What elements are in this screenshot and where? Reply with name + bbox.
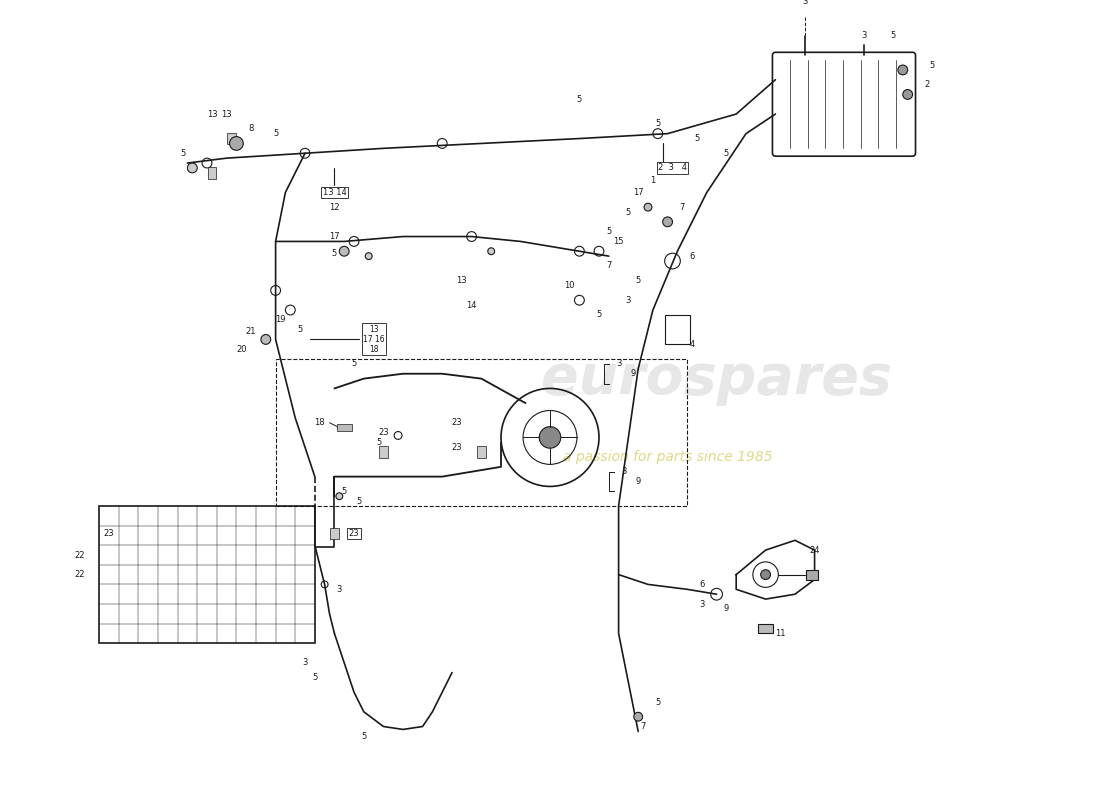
Text: 3: 3 [802, 0, 807, 6]
Text: 5: 5 [351, 359, 356, 369]
Bar [208, 167, 217, 178]
Bar [806, 570, 817, 579]
Text: 9: 9 [636, 477, 641, 486]
Text: 5: 5 [606, 227, 612, 236]
Text: 13 14: 13 14 [322, 188, 346, 197]
Text: 5: 5 [297, 325, 302, 334]
Text: 20: 20 [236, 345, 246, 354]
Text: 23: 23 [349, 529, 360, 538]
Text: 6: 6 [700, 580, 705, 589]
Circle shape [903, 90, 913, 99]
Text: 4: 4 [690, 340, 695, 349]
Circle shape [761, 570, 770, 579]
Bar [337, 424, 352, 431]
Bar [330, 528, 339, 539]
Text: 12: 12 [329, 202, 340, 212]
Text: 11: 11 [776, 629, 785, 638]
Text: 5: 5 [273, 129, 278, 138]
Circle shape [662, 217, 672, 226]
Text: 5: 5 [376, 438, 381, 447]
Text: 9: 9 [630, 370, 636, 378]
Text: 13: 13 [456, 276, 468, 285]
Text: 7: 7 [640, 722, 646, 731]
Text: 5: 5 [356, 497, 362, 506]
Text: 22: 22 [75, 570, 85, 579]
Bar [379, 446, 388, 458]
Circle shape [634, 712, 642, 721]
Bar [276, 359, 688, 506]
Text: 5: 5 [636, 276, 641, 285]
Text: 13: 13 [207, 110, 217, 118]
Text: 3: 3 [302, 658, 308, 667]
Text: 17: 17 [329, 232, 340, 241]
Text: 5: 5 [694, 134, 700, 143]
Text: 6: 6 [690, 252, 695, 261]
Text: 2  3   4: 2 3 4 [658, 163, 688, 173]
Text: 23: 23 [452, 418, 462, 427]
Text: 5: 5 [656, 119, 660, 128]
Text: 8: 8 [249, 124, 254, 134]
Text: 23: 23 [452, 442, 462, 452]
Text: 5: 5 [890, 31, 895, 40]
Circle shape [339, 246, 349, 256]
Text: 13
17 16
18: 13 17 16 18 [363, 325, 384, 354]
Bar [666, 315, 690, 344]
Text: eurospares: eurospares [541, 352, 892, 406]
Text: 15: 15 [614, 237, 624, 246]
Text: 24: 24 [810, 546, 820, 554]
Circle shape [487, 248, 495, 254]
Text: 1: 1 [650, 176, 656, 185]
Text: 14: 14 [466, 301, 477, 310]
Text: 23: 23 [103, 529, 114, 538]
Text: 5: 5 [656, 698, 660, 706]
Text: 13: 13 [221, 110, 232, 118]
Text: 5: 5 [312, 673, 318, 682]
Text: 7: 7 [606, 262, 612, 270]
Text: 5: 5 [930, 61, 935, 70]
Text: 23: 23 [378, 428, 388, 437]
Text: 5: 5 [626, 207, 631, 217]
Text: 3: 3 [626, 296, 631, 305]
Circle shape [539, 426, 561, 448]
Text: 5: 5 [332, 249, 337, 258]
Bar [227, 133, 235, 144]
Circle shape [365, 253, 372, 259]
Text: 3: 3 [700, 599, 705, 609]
Text: 5: 5 [596, 310, 602, 319]
Text: a passion for parts since 1985: a passion for parts since 1985 [563, 450, 772, 464]
Text: 5: 5 [724, 149, 729, 158]
Text: 19: 19 [275, 315, 286, 324]
Circle shape [898, 65, 907, 75]
Circle shape [230, 137, 243, 150]
Text: 3: 3 [861, 31, 867, 40]
Text: 5: 5 [342, 487, 346, 496]
Text: 17: 17 [632, 188, 644, 197]
Text: 9: 9 [724, 605, 729, 614]
Text: 10: 10 [564, 281, 575, 290]
Circle shape [336, 493, 343, 500]
Bar [758, 624, 773, 634]
Circle shape [645, 203, 652, 211]
Text: 3: 3 [620, 467, 626, 476]
Text: 5: 5 [361, 732, 366, 741]
Circle shape [261, 334, 271, 344]
Text: 3: 3 [616, 359, 622, 369]
Circle shape [187, 163, 197, 173]
Text: 18: 18 [315, 418, 324, 427]
Text: 5: 5 [180, 149, 185, 158]
Bar [99, 506, 315, 643]
Bar [477, 446, 486, 458]
Text: 22: 22 [75, 550, 85, 559]
Text: 7: 7 [680, 202, 685, 212]
Text: 2: 2 [925, 80, 930, 89]
Text: 21: 21 [246, 327, 256, 336]
Text: 3: 3 [337, 585, 342, 594]
Text: 5: 5 [576, 95, 582, 104]
